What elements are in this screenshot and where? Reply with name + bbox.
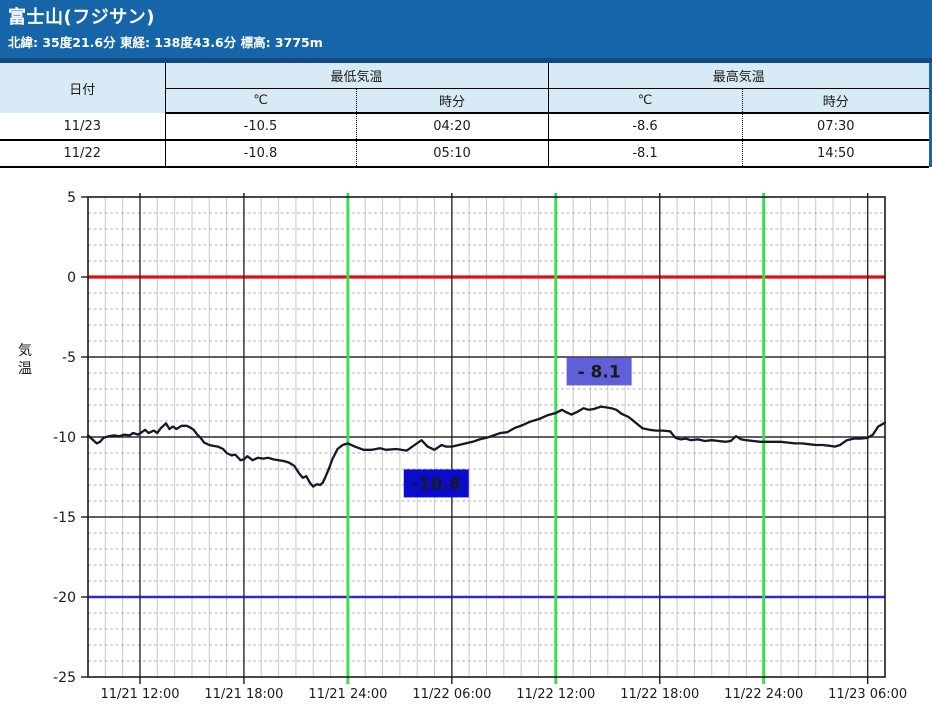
min-time-cell: 05:10 (356, 140, 549, 168)
max-temp-cell: -8.6 (548, 113, 743, 141)
y-tick-label: -15 (53, 510, 76, 526)
col-header-min-temp: 最低気温 (165, 63, 549, 89)
col-header-max-celsius: ℃ (548, 88, 743, 114)
x-tick-label: 11/23 06:00 (828, 687, 907, 702)
col-header-date: 日付 (0, 63, 166, 113)
station-coordinates: 北緯: 35度21.6分 東経: 138度43.6分 標高: 3775m (8, 35, 323, 50)
x-tick-label: 11/22 12:00 (516, 687, 595, 702)
x-tick-label: 11/21 12:00 (100, 687, 179, 702)
y-tick-label: -25 (53, 670, 76, 686)
temperature-chart: 5 0 -5 -10 -15 -20 -25 11/21 12:00 11/21 18:00 11… (0, 167, 932, 724)
max-time-cell: 14:50 (742, 140, 930, 168)
max-time-cell: 07:30 (742, 113, 930, 141)
table-row-1122: 11/22 -10.8 05:10 -8.1 14:50 (0, 140, 930, 168)
temperature-table-wrap: 日付 最低気温 最高気温 ℃ 時分 ℃ 時分 11/23 -10.5 04:20… (0, 63, 932, 168)
max-temp-annotation-text: - 8.1 (578, 362, 621, 382)
y-tick-label: 5 (67, 190, 76, 206)
min-time-cell: 04:20 (356, 113, 549, 141)
table-row-1123: 11/23 -10.5 04:20 -8.6 07:30 (0, 113, 930, 141)
y-tick-label: 0 (67, 270, 76, 286)
date-cell: 11/23 (0, 113, 166, 141)
temperature-line (86, 405, 887, 488)
temperature-table: 日付 最低気温 最高気温 ℃ 時分 ℃ 時分 11/23 -10.5 04:20… (0, 63, 930, 168)
col-header-max-temp: 最高気温 (548, 63, 930, 89)
col-header-min-time: 時分 (356, 88, 549, 114)
y-tick-label: -5 (62, 350, 76, 366)
table-right-edge (929, 63, 932, 167)
min-temp-annotation-text: -10.8 (412, 474, 461, 494)
y-tick-label: -20 (53, 590, 76, 606)
max-temp-annotation (566, 357, 632, 386)
min-temp-annotation (403, 469, 469, 498)
x-tick-label: 11/21 18:00 (204, 687, 283, 702)
x-tick-label: 11/22 18:00 (620, 687, 699, 702)
min-temp-cell: -10.8 (165, 140, 357, 168)
col-header-max-time: 時分 (742, 88, 930, 114)
station-header: 富士山(フジサン) 北緯: 35度21.6分 東経: 138度43.6分 標高:… (0, 0, 932, 58)
x-tick-label: 11/22 06:00 (412, 687, 491, 702)
date-cell: 11/22 (0, 140, 166, 168)
y-axis-title: 気温 (18, 343, 32, 377)
col-header-min-celsius: ℃ (165, 88, 357, 114)
station-title: 富士山(フジサン) (8, 7, 155, 28)
x-tick-label: 11/21 24:00 (308, 687, 387, 702)
y-tick-label: -10 (53, 430, 76, 446)
header-divider (0, 58, 932, 63)
max-temp-cell: -8.1 (548, 140, 743, 168)
min-temp-cell: -10.5 (165, 113, 357, 141)
x-tick-label: 11/22 24:00 (724, 687, 803, 702)
temperature-chart-svg: 5 0 -5 -10 -15 -20 -25 11/21 12:00 11/21 18:00 11… (18, 190, 907, 702)
